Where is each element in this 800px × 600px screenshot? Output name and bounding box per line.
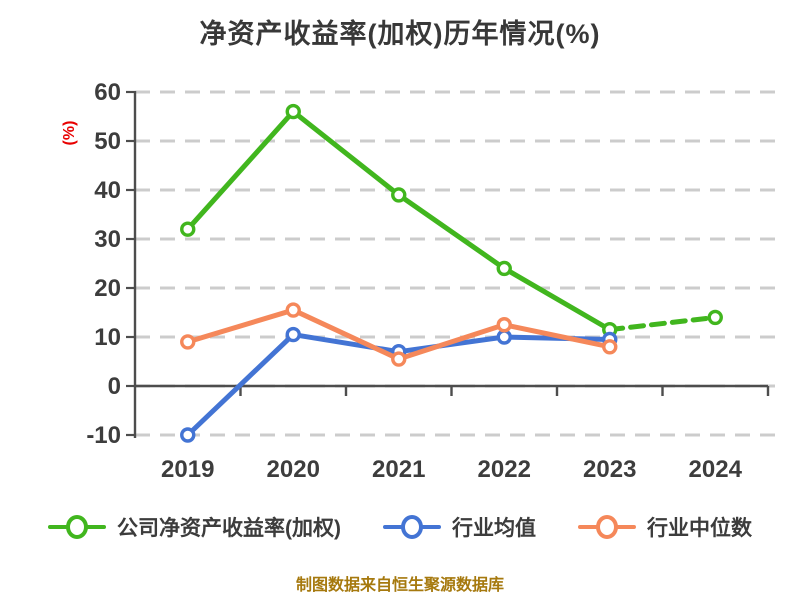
svg-text:20: 20 [94, 275, 121, 302]
legend-label-industry-median: 行业中位数 [647, 517, 752, 540]
svg-text:60: 60 [94, 79, 121, 106]
data-source-note: 制图数据来自恒生聚源数据库 [295, 577, 504, 594]
svg-text:2021: 2021 [372, 456, 425, 483]
svg-text:2022: 2022 [478, 456, 531, 483]
svg-text:40: 40 [94, 177, 121, 204]
svg-text:2020: 2020 [267, 456, 320, 483]
svg-text:10: 10 [94, 324, 121, 351]
svg-text:50: 50 [94, 128, 121, 155]
legend-label-industry-mean: 行业均值 [452, 517, 536, 540]
legend-line-marker-icon [48, 514, 106, 540]
svg-text:2024: 2024 [689, 456, 743, 483]
svg-text:0: 0 [108, 373, 121, 400]
legend-item-industry-mean[interactable]: 行业均值 [383, 512, 536, 542]
legend-line-marker-icon [383, 514, 441, 540]
svg-text:30: 30 [94, 226, 121, 253]
svg-text:-10: -10 [86, 422, 121, 449]
legend-item-company-roe[interactable]: 公司净资产收益率(加权) [48, 512, 341, 542]
chart-title: 净资产收益率(加权)历年情况(%) [199, 19, 601, 49]
svg-text:2023: 2023 [583, 456, 636, 483]
chart-legend: 公司净资产收益率(加权) 行业均值 行业中位数 [0, 512, 800, 542]
svg-text:2019: 2019 [161, 456, 214, 483]
legend-label-company-roe: 公司净资产收益率(加权) [117, 517, 341, 540]
legend-item-industry-median[interactable]: 行业中位数 [578, 512, 752, 542]
legend-line-marker-icon [578, 514, 636, 540]
